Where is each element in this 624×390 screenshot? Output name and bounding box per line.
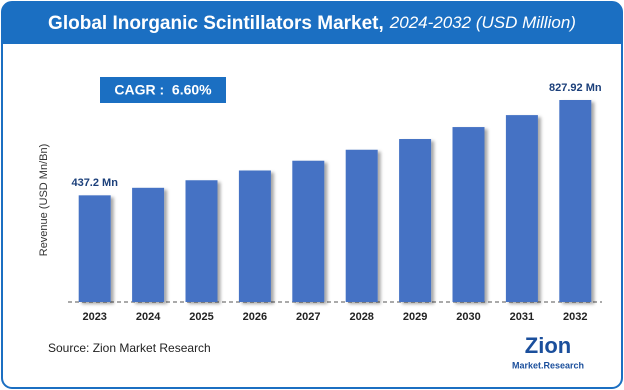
bar xyxy=(399,139,432,302)
x-tick-label: 2030 xyxy=(456,311,480,323)
title-bar xyxy=(2,2,622,44)
logo-sub: Market.Research xyxy=(512,360,584,370)
bar xyxy=(452,127,485,302)
bar xyxy=(505,115,538,302)
x-tick-label: 2023 xyxy=(82,311,106,323)
bar xyxy=(559,100,592,302)
x-tick-label: 2024 xyxy=(136,311,161,323)
bar xyxy=(292,160,325,302)
value-label: 437.2 Mn xyxy=(71,177,118,189)
x-tick-label: 2032 xyxy=(563,311,587,323)
x-tick-label: 2028 xyxy=(349,311,373,323)
x-tick-label: 2025 xyxy=(189,311,213,323)
bar xyxy=(78,195,111,302)
bar xyxy=(132,187,165,302)
cagr-text: CAGR : 6.60% xyxy=(114,82,212,98)
title-main: Global Inorganic Scintillators Market, xyxy=(48,13,384,34)
bar xyxy=(345,149,378,302)
cagr-box xyxy=(100,77,226,103)
bar xyxy=(185,180,218,302)
bar xyxy=(238,170,271,302)
x-tick-label: 2031 xyxy=(510,311,534,323)
title: Global Inorganic Scintillators Market, 20… xyxy=(48,13,576,34)
logo: Zion xyxy=(525,333,571,358)
source: Source: Zion Market Research xyxy=(48,341,211,355)
x-tick-label: 2027 xyxy=(296,311,320,323)
x-tick-label: 2026 xyxy=(243,311,267,323)
subtitle: 2024-2032 (USD Million) xyxy=(389,13,576,32)
value-label: 827.92 Mn xyxy=(549,82,602,94)
x-tick-label: 2029 xyxy=(403,311,427,323)
y-axis-label: Revenue (USD Mn/Bn) xyxy=(38,144,50,257)
